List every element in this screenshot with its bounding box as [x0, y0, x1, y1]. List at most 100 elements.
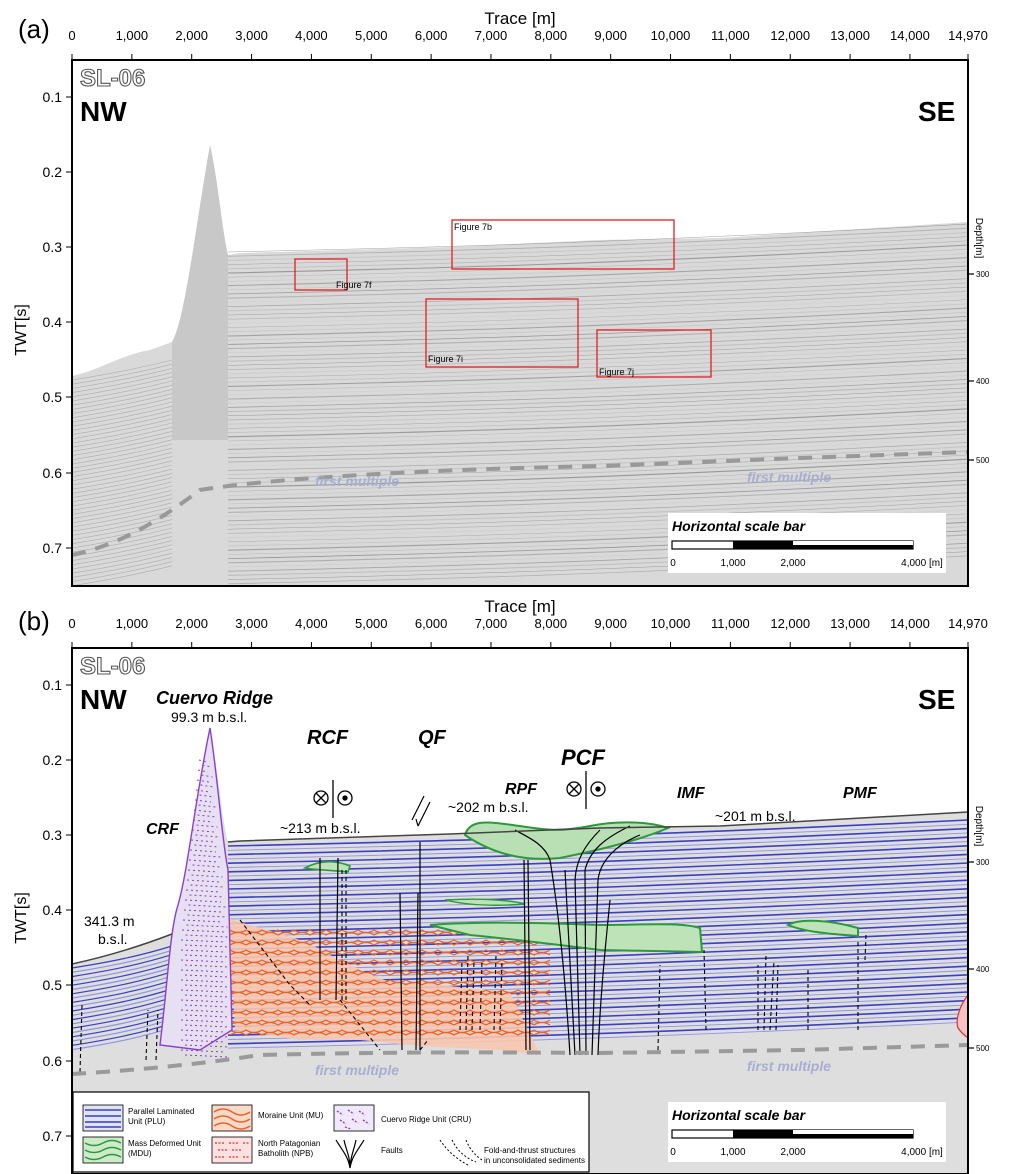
panel-a-trace-ticks: 0 1,000 2,000 3,000 4,000 5,000 6,000 7,000 8,00…	[68, 28, 988, 60]
reflector-line	[72, 468, 173, 490]
reflector-line	[72, 426, 173, 448]
plu-reflector-line	[72, 988, 173, 1012]
cru-dash	[186, 924, 228, 928]
reflector-line	[227, 492, 968, 522]
fault-label-rcf: RCF	[307, 727, 349, 749]
cru-dash	[181, 929, 225, 933]
panel-b-trace-ticks: 0 1,000 2,000 3,000 4,000 5,000 6,000 7,000 8,00…	[68, 616, 988, 648]
depth-callout-imf: ~201 m b.s.l.	[715, 808, 796, 824]
moraine-line	[229, 981, 551, 986]
trace-tick-label: 12,000	[770, 28, 810, 43]
panel-a-se-label: SE	[918, 96, 955, 127]
panel-b-line-name: SL-06	[80, 653, 145, 680]
panel-a-first-multiple-left: first multiple	[315, 473, 399, 489]
plu-reflector-line	[72, 1005, 173, 1029]
reflector-line	[227, 471, 968, 501]
fault-label-pmf: PMF	[843, 785, 878, 802]
reflector-line	[72, 506, 173, 528]
reflector-line	[227, 463, 968, 492]
legend-cru-swatch	[333, 1104, 375, 1132]
trace-tick-label: 3,000	[235, 28, 268, 43]
panel-a-depth-ticks: 300 400 500	[968, 270, 990, 465]
panel-b-npb-unit	[956, 994, 968, 1039]
reflector-line	[72, 363, 173, 385]
twt-tick-label: 0.5	[43, 977, 63, 993]
cru-dash	[184, 1044, 230, 1048]
trace-tick-label: 3,000	[235, 616, 268, 631]
reflector-line	[72, 380, 173, 402]
reflector-line	[227, 269, 968, 299]
cru-dash	[180, 969, 226, 973]
cru-dash	[197, 769, 209, 773]
reflector-line	[227, 274, 968, 303]
reflector-line	[227, 244, 968, 274]
depth-tick-label: 400	[976, 377, 990, 386]
cru-dash	[180, 949, 226, 953]
reflector-line	[227, 236, 968, 265]
trace-tick-label: 2,000	[175, 616, 208, 631]
panel-a-scale-tick-1: 1,000	[720, 558, 745, 569]
trace-tick-label: 13,000	[830, 28, 870, 43]
trace-tick-label: 14,970	[948, 28, 988, 43]
figure-7i-label: Figure 7i	[428, 354, 463, 364]
reflector-line	[72, 519, 173, 540]
reflector-line	[227, 383, 968, 413]
reflector-line	[72, 452, 173, 473]
cru-dash	[197, 814, 217, 818]
trace-tick-label: 9,000	[594, 28, 627, 43]
plu-reflector-line	[72, 975, 173, 999]
reflector-line	[227, 400, 968, 429]
panel-b-twt-axis-title: TWT[s]	[13, 892, 30, 944]
plu-reflector-line	[72, 1001, 173, 1025]
reflector-line	[227, 307, 968, 337]
reflector-line	[227, 253, 968, 282]
trace-tick-label: 1,000	[116, 616, 149, 631]
figure-7f-label: Figure 7f	[336, 280, 372, 290]
reflector-line	[72, 460, 173, 482]
panel-a: (a) Trace [m] 0 1,000 2,000 3,000 4,000 5,000…	[13, 9, 990, 587]
panel-b-depth-axis-title: Depth[m]	[973, 806, 984, 847]
reflector-line	[227, 332, 968, 362]
depth-tick-label: 300	[976, 270, 990, 279]
cru-dash	[198, 759, 208, 763]
cuervo-ridge-label: Cuervo Ridge	[156, 688, 273, 708]
twt-tick-label: 0.4	[43, 314, 63, 330]
panel-a-nw-label: NW	[80, 96, 127, 127]
fault-label-crf: CRF	[146, 821, 180, 838]
reflector-line	[227, 303, 968, 333]
trace-tick-label: 6,000	[415, 28, 448, 43]
reflector-line	[227, 454, 968, 484]
legend-plu-label-2: Unit (PLU)	[128, 1117, 166, 1126]
moraine-line	[229, 1011, 551, 1016]
fault-label-rpf: RPF	[505, 781, 538, 798]
fault-label-pcf: PCF	[561, 745, 606, 770]
cru-dash	[184, 944, 230, 948]
reflector-line	[72, 489, 173, 511]
reflector-line	[72, 447, 173, 469]
cru-dash	[180, 939, 226, 943]
cru-dash	[189, 894, 225, 898]
trace-tick-label: 12,000	[770, 616, 810, 631]
reflector-line	[72, 414, 173, 435]
moraine-line	[229, 959, 551, 964]
panel-b-scale-bar-title: Horizontal scale bar	[672, 1107, 807, 1123]
reflector-line	[72, 540, 173, 561]
cru-dash	[185, 934, 229, 938]
reflector-line	[227, 294, 968, 324]
panel-b-interpreted-section	[72, 648, 968, 1174]
reflector-line	[72, 376, 173, 398]
reflector-line	[72, 523, 173, 545]
cru-dash	[192, 819, 214, 823]
twt-tick-label: 0.6	[43, 1053, 63, 1069]
panel-b-first-multiple-right: first multiple	[747, 1058, 831, 1074]
panel-b-mdu-right	[785, 919, 859, 938]
cru-dash	[184, 964, 230, 968]
trace-tick-label: 10,000	[651, 616, 691, 631]
reflector-line	[227, 311, 968, 341]
twt-tick-label: 0.4	[43, 902, 63, 918]
cru-dash	[194, 844, 220, 848]
legend-mu-label: Moraine Unit (MU)	[258, 1111, 324, 1120]
legend-npb-marks	[215, 1142, 250, 1158]
reflector-line	[227, 446, 968, 476]
legend-mu-swatch	[211, 1104, 253, 1132]
